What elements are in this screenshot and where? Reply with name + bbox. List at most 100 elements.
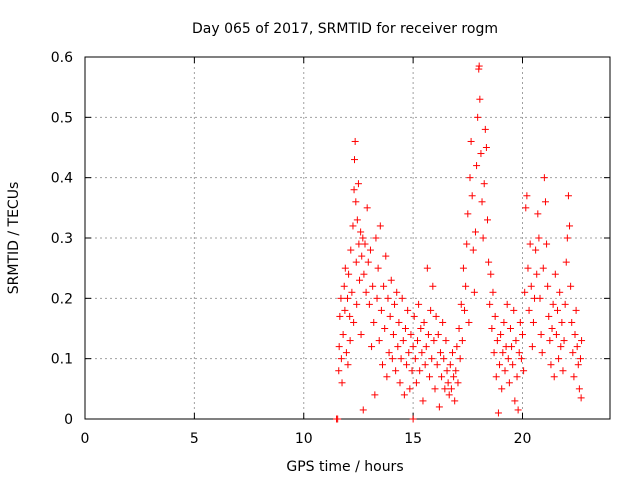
x-axis-ticks: 0 5 10 15 20 [81, 57, 531, 447]
data-point [463, 240, 471, 248]
data-point [554, 306, 561, 314]
data-point [511, 397, 519, 405]
data-point [385, 349, 393, 357]
data-point [371, 391, 379, 399]
data-point [526, 240, 534, 248]
data-point [550, 373, 558, 381]
data-point [522, 204, 530, 212]
data-point [438, 373, 446, 381]
data-point [368, 343, 376, 351]
data-point [476, 95, 484, 103]
data-point [491, 312, 499, 320]
data-point [350, 318, 358, 326]
data-point [358, 252, 366, 260]
data-point [444, 379, 452, 387]
data-point [540, 174, 548, 182]
data-point [377, 306, 385, 314]
data-point [422, 343, 430, 351]
data-point [458, 337, 466, 345]
data-point [398, 294, 406, 302]
y-tick-label: 0 [64, 412, 73, 428]
data-point [445, 391, 453, 399]
data-point [347, 246, 355, 254]
data-point [365, 300, 373, 308]
data-point [541, 198, 549, 206]
data-point [408, 367, 416, 375]
data-point [527, 282, 535, 290]
data-point [487, 270, 495, 278]
data-point [529, 318, 537, 326]
data-point [577, 394, 585, 402]
data-point [335, 343, 343, 351]
data-point [493, 337, 501, 345]
data-point [509, 361, 517, 369]
data-point [466, 174, 474, 182]
data-point [450, 373, 458, 381]
data-point [470, 288, 478, 296]
data-point [517, 355, 525, 363]
data-point [467, 137, 475, 145]
data-point [537, 331, 545, 339]
data-point [443, 367, 451, 375]
data-point [455, 325, 463, 332]
data-point [346, 312, 354, 320]
x-tick-label: 15 [404, 431, 422, 447]
data-point [558, 318, 566, 326]
data-point [566, 222, 574, 230]
y-tick-label: 0.2 [51, 291, 73, 307]
data-point [391, 300, 399, 308]
data-point [439, 318, 447, 326]
data-point [440, 355, 448, 363]
data-point [363, 204, 371, 212]
data-point [486, 300, 494, 308]
data-point [394, 343, 402, 351]
data-point [418, 349, 426, 357]
data-point [381, 325, 389, 332]
x-axis-label: GPS time / hours [286, 459, 403, 475]
data-point [349, 222, 357, 230]
data-point [380, 282, 388, 290]
y-tick-label: 0.5 [51, 110, 73, 126]
data-point [539, 264, 547, 272]
data-point [563, 234, 571, 242]
data-point [429, 282, 437, 290]
data-point [435, 403, 443, 411]
y-tick-label: 0.1 [51, 352, 73, 368]
data-point [481, 125, 489, 133]
data-point [452, 367, 460, 375]
data-point [494, 409, 502, 417]
data-point [387, 276, 395, 284]
data-point [433, 361, 441, 369]
data-point [497, 331, 505, 339]
data-point [336, 312, 344, 320]
data-point [568, 318, 576, 326]
y-tick-label: 0.6 [51, 50, 73, 66]
data-point [503, 300, 511, 308]
data-point [488, 325, 496, 332]
data-point [499, 349, 507, 357]
data-point [560, 337, 568, 345]
data-point [532, 246, 540, 254]
data-point [535, 234, 543, 242]
data-point [392, 367, 400, 375]
data-point [400, 391, 408, 399]
data-point [482, 144, 490, 151]
data-point [442, 337, 450, 345]
data-point [543, 240, 551, 248]
data-point [457, 300, 465, 308]
data-point [404, 306, 412, 314]
data-point [564, 192, 572, 200]
data-point [379, 361, 386, 369]
data-point [405, 349, 413, 357]
data-point [407, 331, 415, 339]
data-point [570, 373, 578, 381]
data-point [361, 240, 369, 248]
data-point [471, 228, 479, 236]
data-point [337, 294, 345, 302]
data-point [498, 385, 506, 393]
data-point [485, 258, 493, 266]
data-point [376, 222, 384, 230]
data-point [546, 337, 554, 345]
data-point [401, 325, 409, 332]
